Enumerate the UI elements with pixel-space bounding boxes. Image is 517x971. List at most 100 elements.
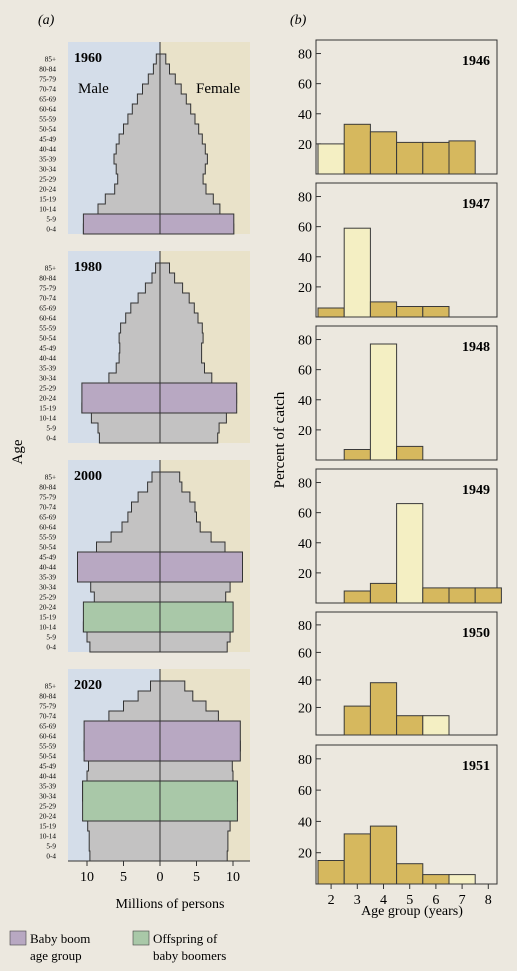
- age-bar: [317, 860, 345, 885]
- y-tick-label: 20: [298, 281, 312, 296]
- age-tick-label: 70-74: [39, 86, 56, 94]
- age-tick-label: 40-44: [39, 355, 56, 363]
- age-tick-label: 30-34: [39, 375, 56, 383]
- histogram-panel: 20 40 60 80 1949: [298, 468, 502, 604]
- y-tick-label: 40: [298, 108, 312, 123]
- age-tick-label: 75-79: [39, 703, 56, 711]
- age-tick-label: 15-19: [39, 405, 56, 413]
- legend-label-offspring: Offspring of: [153, 931, 218, 946]
- age-tick-label: 65-69: [39, 305, 56, 313]
- histogram-panel: 20 40 60 80 1947: [298, 182, 498, 318]
- age-tick-label: 40-44: [39, 564, 56, 572]
- age-tick-label: 60-64: [39, 524, 56, 532]
- age-tick-label: 0-4: [46, 644, 56, 652]
- x-tick-label: 5: [193, 870, 200, 885]
- pyramid-panel: 1980 0-4 5-9 10-14 15-19 20-24 25-29 30-34 35-39…: [39, 251, 250, 444]
- y-tick-label: 80: [298, 191, 312, 206]
- baby-boom-band: [82, 213, 235, 235]
- age-tick-label: 85+: [45, 474, 56, 482]
- x-tick-label: 4: [380, 893, 387, 908]
- age-tick-label: 20-24: [39, 604, 56, 612]
- y-tick-label: 20: [298, 701, 312, 716]
- age-tick-label: 25-29: [39, 385, 56, 393]
- age-tick-label: 15-19: [39, 614, 56, 622]
- y-tick-label: 80: [298, 477, 312, 492]
- y-tick-label: 80: [298, 619, 312, 634]
- legend: Baby boom age group Offspring of baby bo…: [9, 930, 226, 963]
- age-tick-label: 20-24: [39, 395, 56, 403]
- pyramid-year-label: 2020: [74, 678, 102, 693]
- age-tick-label: 85+: [45, 683, 56, 691]
- age-tick-label: 50-54: [39, 753, 56, 761]
- age-tick-label: 55-59: [39, 743, 56, 751]
- pyramid-x-axis-label: Millions of persons: [116, 897, 225, 912]
- age-tick-label: 70-74: [39, 504, 56, 512]
- age-tick-label: 70-74: [39, 295, 56, 303]
- age-tick-label: 10-14: [39, 206, 56, 214]
- legend-label-baby-boom-line2: age group: [30, 948, 82, 963]
- histogram-year-label: 1946: [462, 54, 490, 69]
- legend-swatch-offspring: [132, 930, 150, 946]
- catch-histograms: 20 40 60 80 1946 20 40 60 80 1947 20 40 60 80 1948 20 40…: [298, 39, 502, 908]
- age-bar: [474, 587, 502, 604]
- pyramid-panel: 2020 0-4 5-9 10-14 15-19 20-24 25-29 30-34 35-39…: [39, 669, 250, 885]
- age-tick-label: 45-49: [39, 763, 56, 771]
- cohort-bar: [343, 227, 371, 318]
- x-tick-label: 8: [485, 893, 492, 908]
- y-tick-label: 40: [298, 394, 312, 409]
- male-label: Male: [78, 81, 109, 97]
- age-bar: [422, 587, 450, 604]
- age-tick-label: 35-39: [39, 574, 56, 582]
- cohort-bar: [396, 503, 424, 604]
- age-tick-label: 55-59: [39, 116, 56, 124]
- histogram-x-axis-label: Age group (years): [361, 904, 463, 919]
- y-tick-label: 80: [298, 48, 312, 63]
- age-tick-label: 35-39: [39, 783, 56, 791]
- age-tick-label: 10-14: [39, 415, 56, 423]
- age-bar: [369, 131, 398, 175]
- male-pyramid-bars: [82, 53, 161, 235]
- age-tick-label: 25-29: [39, 803, 56, 811]
- y-tick-label: 40: [298, 674, 312, 689]
- age-tick-label: 30-34: [39, 793, 56, 801]
- legend-label-baby-boom: Baby boom: [30, 931, 90, 946]
- population-pyramids: 1960 0-4 5-9 10-14 15-19 20-24 25-29 30-34 35-39…: [39, 42, 250, 885]
- age-bar: [343, 833, 371, 885]
- age-bar: [369, 825, 398, 885]
- histogram-year-label: 1949: [462, 483, 490, 498]
- age-bar: [422, 874, 450, 885]
- y-tick-label: 40: [298, 251, 312, 266]
- y-tick-label: 60: [298, 646, 312, 661]
- age-tick-label: 80-84: [39, 275, 56, 283]
- histogram-panel: 20 40 60 80 1946: [298, 39, 498, 175]
- age-bar: [343, 449, 371, 461]
- age-tick-label: 30-34: [39, 166, 56, 174]
- female-label: Female: [196, 81, 240, 97]
- pyramid-year-label: 1980: [74, 260, 102, 275]
- age-tick-label: 40-44: [39, 773, 56, 781]
- y-tick-label: 20: [298, 847, 312, 862]
- age-tick-label: 70-74: [39, 713, 56, 721]
- y-tick-label: 60: [298, 784, 312, 799]
- y-tick-label: 60: [298, 507, 312, 522]
- legend-label-offspring-line2: baby boomers: [153, 948, 226, 963]
- pyramid-panel: 1960 0-4 5-9 10-14 15-19 20-24 25-29 30-34 35-39…: [39, 42, 250, 235]
- cohort-bar: [317, 143, 345, 175]
- age-bar: [369, 682, 398, 736]
- y-tick-label: 60: [298, 221, 312, 236]
- y-tick-label: 20: [298, 138, 312, 153]
- x-tick-label: 10: [80, 870, 94, 885]
- legend-swatch-baby-boom: [9, 930, 27, 946]
- x-tick-label: 2: [328, 893, 335, 908]
- baby-boom-band: [83, 720, 241, 762]
- age-bar: [369, 582, 398, 604]
- x-tick-label: 10: [226, 870, 240, 885]
- age-tick-label: 80-84: [39, 66, 56, 74]
- age-bar: [396, 445, 424, 461]
- age-tick-label: 80-84: [39, 693, 56, 701]
- age-bar: [343, 590, 371, 604]
- age-bar: [422, 141, 450, 175]
- age-tick-label: 75-79: [39, 494, 56, 502]
- x-tick-label: 3: [354, 893, 361, 908]
- age-tick-label: 15-19: [39, 823, 56, 831]
